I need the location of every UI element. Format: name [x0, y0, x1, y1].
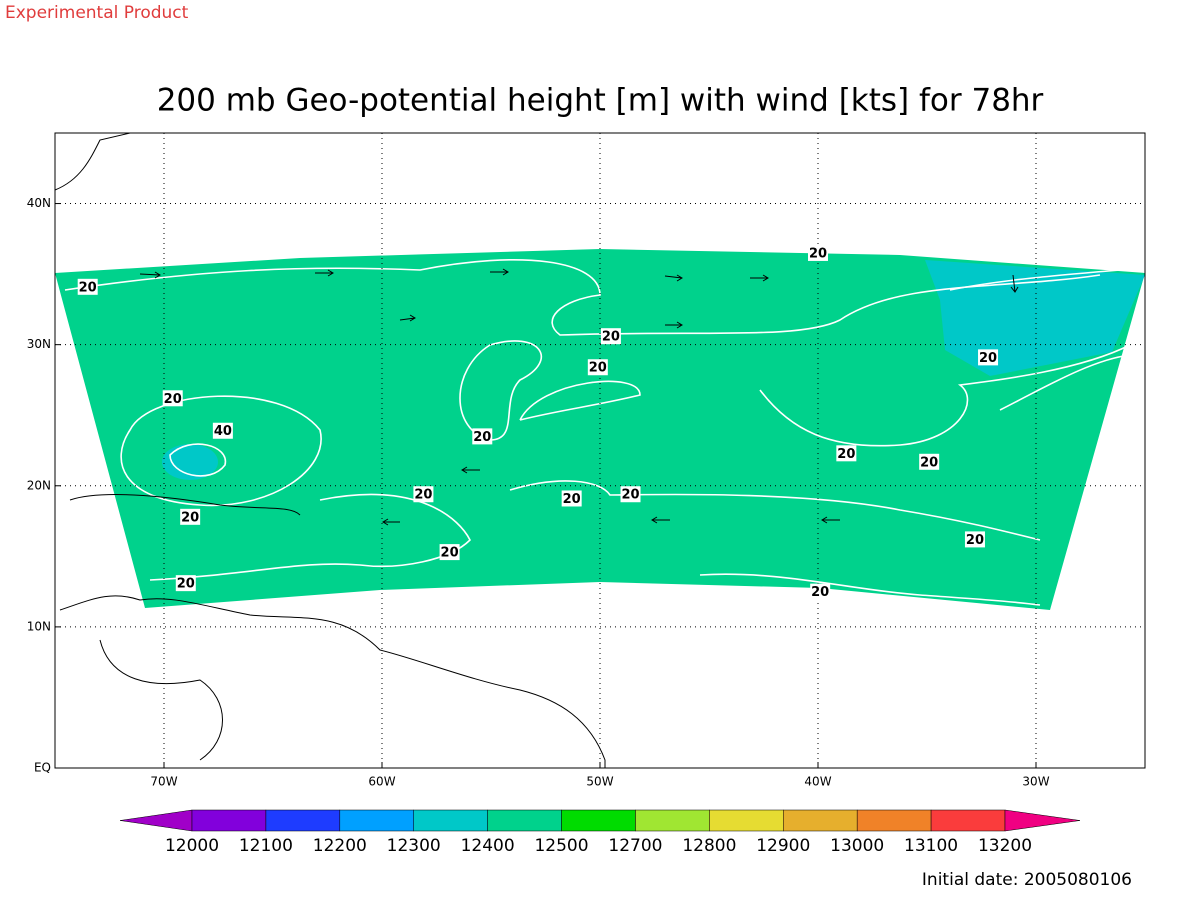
- y-tick-label: 10N: [27, 619, 51, 633]
- colorbar-end: [1004, 809, 1081, 832]
- colorbar-label: 12100: [239, 836, 293, 856]
- colorbar-swatch: [191, 809, 267, 832]
- colorbar-swatch: [265, 809, 341, 832]
- colorbar-swatch: [783, 809, 858, 832]
- contour-label-box: [472, 428, 493, 445]
- contour-label: 40: [214, 424, 232, 439]
- contour-label: 20: [966, 533, 984, 548]
- contour-label-box: [836, 445, 857, 462]
- contour-label: 20: [589, 361, 607, 376]
- contour-label: 20: [177, 577, 195, 592]
- contour-label: 20: [563, 492, 581, 507]
- x-tick-label: 30W: [1022, 775, 1049, 789]
- map-area: [54, 132, 1146, 769]
- colorbar-label: 13100: [904, 836, 958, 856]
- x-tick-label: 70W: [150, 775, 177, 789]
- contour-label-box: [810, 583, 831, 600]
- contour-label: 20: [181, 510, 199, 525]
- colorbar-label: 13200: [978, 836, 1032, 856]
- colorbar-swatch: [709, 809, 784, 832]
- contour-label: 20: [811, 585, 829, 600]
- contour-label-box: [175, 575, 196, 592]
- colorbar-label: 13000: [830, 836, 884, 856]
- contour-label: 20: [809, 246, 827, 261]
- contour-label: 20: [979, 351, 997, 366]
- height-field-cyan: [162, 444, 218, 480]
- contour-label: 20: [164, 392, 182, 407]
- x-tick-label: 40W: [804, 775, 831, 789]
- contour-label: 20: [473, 430, 491, 445]
- y-tick-label: EQ: [34, 761, 51, 775]
- contour-label: 20: [621, 488, 639, 503]
- contour-label: 20: [920, 455, 938, 470]
- contour-label-box: [212, 422, 233, 439]
- colorbar-label: 12800: [682, 836, 736, 856]
- contour-label-box: [978, 349, 999, 366]
- colorbar-swatch: [930, 809, 1006, 832]
- contour-label-box: [439, 544, 460, 561]
- contour-label: 20: [837, 447, 855, 462]
- wind-arrows: [139, 268, 1019, 526]
- colorbar-swatch: [487, 809, 562, 832]
- y-tick-label: 20N: [27, 478, 51, 492]
- colorbar-swatch: [561, 809, 636, 832]
- contour-label-box: [808, 244, 828, 261]
- contours: [64, 259, 1131, 606]
- colorbar-swatch: [635, 809, 710, 832]
- contour-label-box: [620, 486, 641, 503]
- coastlines: [54, 132, 606, 768]
- colorbar-label: 12200: [313, 836, 367, 856]
- y-tick-label: 30N: [27, 337, 51, 351]
- colorbar-label: 12900: [756, 836, 810, 856]
- contour-label-box: [180, 508, 201, 525]
- x-tick-label: 60W: [368, 775, 395, 789]
- colorbar-label: 12400: [461, 836, 515, 856]
- colorbar-label: 12000: [165, 836, 219, 856]
- height-field-cyan: [925, 260, 1145, 376]
- contour-label: 20: [441, 546, 459, 561]
- colorbar-swatch: [339, 809, 414, 832]
- contour-label-box: [561, 490, 582, 507]
- watermark: Experimental Product: [5, 3, 189, 23]
- y-tick-label: 40N: [27, 196, 51, 210]
- colorbar-swatch: [413, 809, 488, 832]
- colorbar-label: 12300: [387, 836, 441, 856]
- x-tick-label: 50W: [586, 775, 613, 789]
- colorbar-end: [119, 809, 193, 832]
- contour-label-box: [919, 453, 940, 470]
- colorbar-swatch: [856, 809, 932, 832]
- colorbar: 12000 12100 12200 12300 12400 12500 12700 12800…: [119, 809, 1081, 856]
- contour-label-box: [587, 359, 608, 376]
- initial-date: Initial date: 2005080106: [922, 870, 1132, 890]
- contour-label: 20: [79, 280, 97, 295]
- contour-label-box: [413, 486, 434, 503]
- map-title: 200 mb Geo-potential height [m] with win…: [157, 83, 1044, 119]
- contour-label-box: [162, 390, 183, 407]
- contour-label: 20: [602, 330, 620, 345]
- contour-label-box: [77, 278, 98, 295]
- contour-label-box: [964, 531, 985, 548]
- contour-label: 20: [414, 488, 432, 503]
- colorbar-label: 12500: [534, 836, 588, 856]
- height-field: [55, 249, 1145, 610]
- colorbar-label: 12700: [608, 836, 662, 856]
- contour-label-box: [600, 328, 621, 345]
